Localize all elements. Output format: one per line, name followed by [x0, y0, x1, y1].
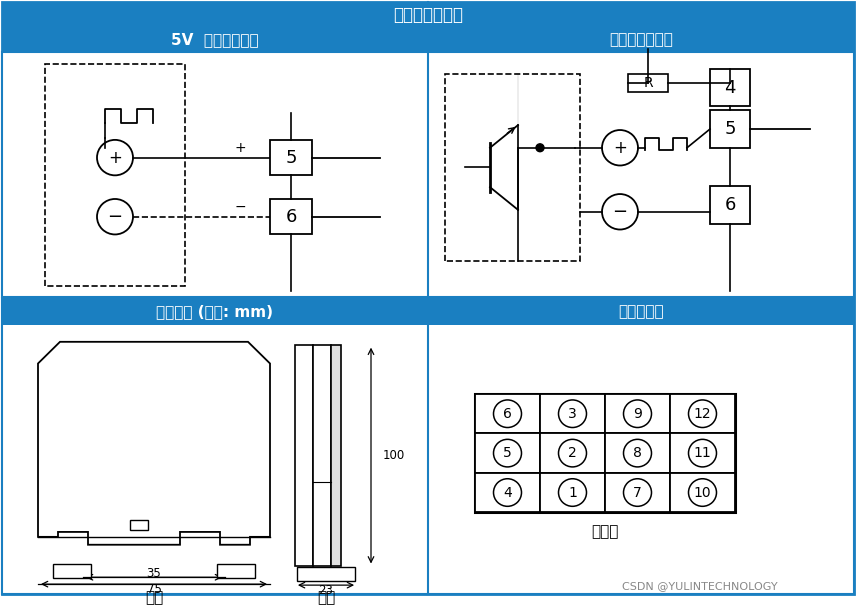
Text: 7: 7 — [633, 486, 642, 500]
Text: 1: 1 — [568, 486, 577, 500]
Text: 顶视图: 顶视图 — [591, 525, 619, 540]
Text: +: + — [108, 149, 122, 166]
Text: 集电极开路输入: 集电极开路输入 — [609, 32, 673, 47]
FancyArrowPatch shape — [508, 128, 514, 133]
Text: 10: 10 — [693, 486, 711, 500]
Bar — [297, 567, 355, 581]
Circle shape — [536, 144, 544, 152]
Text: −: − — [612, 203, 627, 221]
Bar — [628, 74, 668, 91]
Text: 6: 6 — [285, 208, 297, 226]
Text: 5: 5 — [503, 446, 512, 460]
Text: 23: 23 — [318, 584, 334, 597]
Bar — [710, 186, 750, 224]
Bar — [2, 2, 854, 27]
Text: 形尺寸图 (单位: mm): 形尺寸图 (单位: mm) — [157, 304, 274, 319]
Text: −: − — [108, 208, 122, 226]
Bar — [270, 140, 312, 175]
Text: 4: 4 — [724, 79, 736, 97]
Bar — [710, 110, 750, 148]
Bar — [270, 199, 312, 235]
Text: 6: 6 — [503, 407, 512, 420]
Text: 5V  电压脉冲输入: 5V 电压脉冲输入 — [171, 32, 259, 47]
Bar — [53, 564, 91, 578]
Text: 5: 5 — [724, 120, 736, 138]
Text: 12: 12 — [693, 407, 711, 420]
Text: 输出连接示意图: 输出连接示意图 — [393, 6, 463, 24]
Bar — [475, 433, 540, 473]
Text: +: + — [235, 141, 246, 155]
Text: 侧面: 侧面 — [317, 590, 336, 605]
Text: −: − — [235, 200, 246, 214]
Text: 75: 75 — [146, 583, 162, 595]
Bar — [428, 298, 854, 325]
Bar — [605, 433, 670, 473]
Text: +: + — [613, 139, 627, 157]
Bar — [2, 52, 854, 298]
Text: 5: 5 — [285, 149, 297, 166]
Text: R: R — [643, 76, 653, 90]
Bar — [295, 345, 313, 566]
Bar — [670, 433, 735, 473]
Bar — [130, 520, 148, 530]
Bar — [670, 394, 735, 433]
Bar — [217, 564, 255, 578]
Bar — [670, 473, 735, 512]
Bar — [313, 390, 331, 483]
Text: 端子编号图: 端子编号图 — [618, 304, 663, 319]
Bar — [475, 394, 735, 512]
Text: CSDN @YULINTECHNOLOGY: CSDN @YULINTECHNOLOGY — [622, 581, 778, 591]
Bar — [710, 69, 750, 106]
Text: 11: 11 — [693, 446, 711, 460]
Bar — [540, 433, 605, 473]
Text: 8: 8 — [633, 446, 642, 460]
Bar — [605, 394, 670, 433]
Text: 35: 35 — [146, 567, 162, 580]
Bar — [540, 394, 605, 433]
Bar — [540, 473, 605, 512]
Bar — [605, 473, 670, 512]
Bar — [428, 27, 854, 52]
Bar — [331, 345, 341, 566]
Text: 正面: 正面 — [145, 590, 163, 605]
Text: 2: 2 — [568, 446, 577, 460]
Text: 4: 4 — [503, 486, 512, 500]
Bar — [2, 298, 428, 325]
Bar — [2, 298, 854, 594]
Bar — [2, 27, 428, 52]
Bar — [313, 345, 331, 566]
Text: 9: 9 — [633, 407, 642, 420]
Bar — [475, 394, 540, 433]
Text: 6: 6 — [724, 196, 735, 214]
Bar — [475, 473, 540, 512]
Text: 100: 100 — [383, 449, 405, 462]
Text: 3: 3 — [568, 407, 577, 420]
